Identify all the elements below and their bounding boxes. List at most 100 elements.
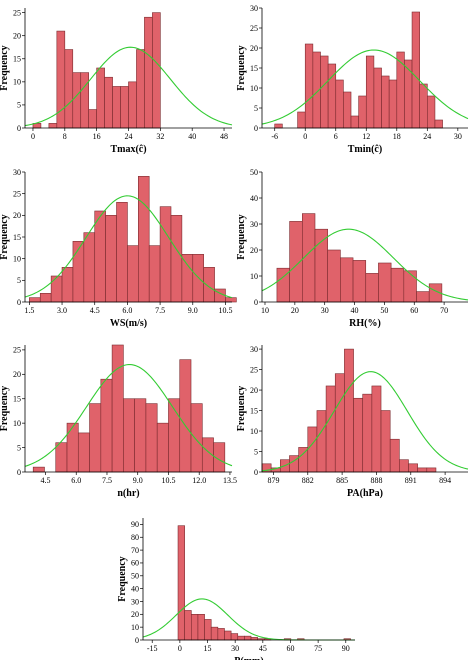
x-tick-label: 882: [302, 476, 314, 485]
histogram-bar: [159, 206, 172, 303]
histogram-bar: [327, 249, 341, 303]
histogram-bar: [237, 635, 245, 641]
histogram-bar: [434, 119, 443, 129]
x-tick-label: 885: [336, 476, 348, 485]
y-tick-label: 15: [13, 395, 21, 404]
histogram-bar: [365, 55, 375, 129]
y-tick-label: 0: [17, 124, 21, 133]
x-tick-label: 10: [261, 306, 269, 315]
y-tick-label: 15: [250, 64, 258, 73]
x-tick-label: 6.0: [122, 306, 132, 315]
histogram-bar: [50, 275, 63, 303]
y-axis-label: Frequency: [0, 214, 10, 259]
normal-fit-curve: [261, 49, 469, 125]
y-tick-label: 30: [131, 597, 139, 606]
y-tick-label: 40: [250, 194, 258, 203]
histogram-bar: [396, 51, 405, 129]
histogram-bar: [426, 467, 437, 473]
histogram-bar: [373, 67, 382, 129]
y-axis-label: Frequency: [236, 45, 247, 90]
histogram-bar: [104, 76, 113, 129]
y-axis-label: Frequency: [236, 386, 247, 431]
histogram-bar: [399, 459, 409, 473]
y-tick-label: 20: [13, 31, 21, 40]
histogram-bar: [29, 297, 41, 303]
y-tick-label: 0: [17, 468, 21, 477]
y-tick-label: 30: [250, 4, 258, 13]
x-tick-label: 0: [178, 644, 182, 653]
histogram-bar: [378, 262, 392, 303]
histogram-bar: [362, 393, 373, 473]
y-tick-label: 10: [131, 623, 139, 632]
x-axis-label: WS(m/s): [110, 318, 147, 329]
histogram-bar: [371, 385, 382, 473]
y-tick-label: 10: [250, 84, 258, 93]
histogram-bar: [389, 438, 400, 473]
histogram-bar: [72, 241, 85, 303]
y-tick-label: 60: [131, 559, 139, 568]
y-tick-label: 50: [131, 572, 139, 581]
x-tick-label: 6.0: [71, 476, 81, 485]
y-tick-label: 15: [13, 233, 21, 242]
x-tick-label: 24: [125, 132, 133, 141]
x-tick-label: 7.5: [102, 476, 112, 485]
y-tick-label: 25: [250, 365, 258, 374]
y-tick-label: 5: [254, 104, 258, 113]
x-tick-label: 30: [454, 132, 462, 141]
y-tick-label: 10: [13, 419, 21, 428]
histogram-bar: [66, 422, 79, 473]
x-tick-label: 6: [334, 132, 338, 141]
histogram-panel-7: -15 0 15 30 45 60 75 90 0 10 20 30 40 50 60 70 80 90 P(mm)…: [117, 518, 355, 660]
x-tick-label: 4.5: [40, 476, 50, 485]
x-tick-label: -6: [271, 132, 278, 141]
histogram-bar: [61, 267, 74, 303]
x-tick-label: 48: [220, 132, 228, 141]
histogram-bar: [274, 123, 283, 129]
histogram-bar: [89, 403, 102, 473]
histogram-bar: [244, 635, 252, 641]
y-tick-label: 0: [135, 636, 139, 645]
histogram-bar: [320, 55, 329, 129]
histogram-bar: [210, 626, 219, 641]
y-tick-label: 10: [13, 254, 21, 263]
histogram-panel-5: 4.5 6.0 7.5 9.0 10.5 12.0 13.5 0 5 10 15 20 25 n(hr) F…: [0, 344, 237, 499]
histogram-bar: [39, 293, 52, 303]
y-tick-label: 0: [254, 298, 258, 307]
histogram-bar: [390, 267, 405, 303]
y-axis-label: Frequency: [236, 214, 247, 259]
y-tick-label: 10: [13, 78, 21, 87]
x-tick-label: 40: [351, 306, 359, 315]
normal-fit-curve: [24, 195, 233, 299]
y-tick-label: 0: [254, 124, 258, 133]
histogram-bar: [381, 75, 390, 129]
histogram-bar: [314, 228, 328, 303]
histogram-bar: [88, 109, 97, 129]
histogram-bar: [316, 410, 327, 473]
histogram-bar: [403, 270, 417, 303]
histogram-bar: [83, 232, 96, 303]
x-tick-label: 891: [405, 476, 417, 485]
x-tick-label: 0: [303, 132, 307, 141]
x-tick-label: 9.0: [133, 476, 143, 485]
histogram-bar: [204, 619, 212, 641]
y-axis-label: Frequency: [0, 45, 10, 90]
histogram-panel-3: 1.5 3.0 4.5 6.0 7.5 9.0 10.5 0 5 10 15 20 25 30 WS(m/s…: [0, 168, 237, 329]
histogram-bar: [136, 49, 145, 129]
histogram-panel-2: -6 0 6 12 18 24 30 0 5 10 15 20 25 30 Tmin(ĉ) Frequency: [236, 4, 469, 155]
histogram-bar: [156, 422, 169, 473]
histogram-bar: [225, 297, 237, 303]
normal-fit-curve: [261, 371, 469, 472]
histogram-bar: [203, 267, 215, 303]
histogram-bar: [123, 398, 135, 473]
histogram-bar: [148, 245, 161, 303]
x-tick-label: 15: [204, 644, 212, 653]
histogram-bar: [138, 176, 150, 303]
y-axis-label: Frequency: [117, 556, 128, 601]
histogram-bar: [184, 610, 192, 641]
y-tick-label: 20: [250, 386, 258, 395]
x-tick-label: 30: [321, 306, 329, 315]
histogram-bar: [179, 359, 192, 473]
x-tick-label: 45: [259, 644, 267, 653]
y-tick-label: 10: [250, 272, 258, 281]
y-tick-label: 25: [13, 8, 21, 17]
